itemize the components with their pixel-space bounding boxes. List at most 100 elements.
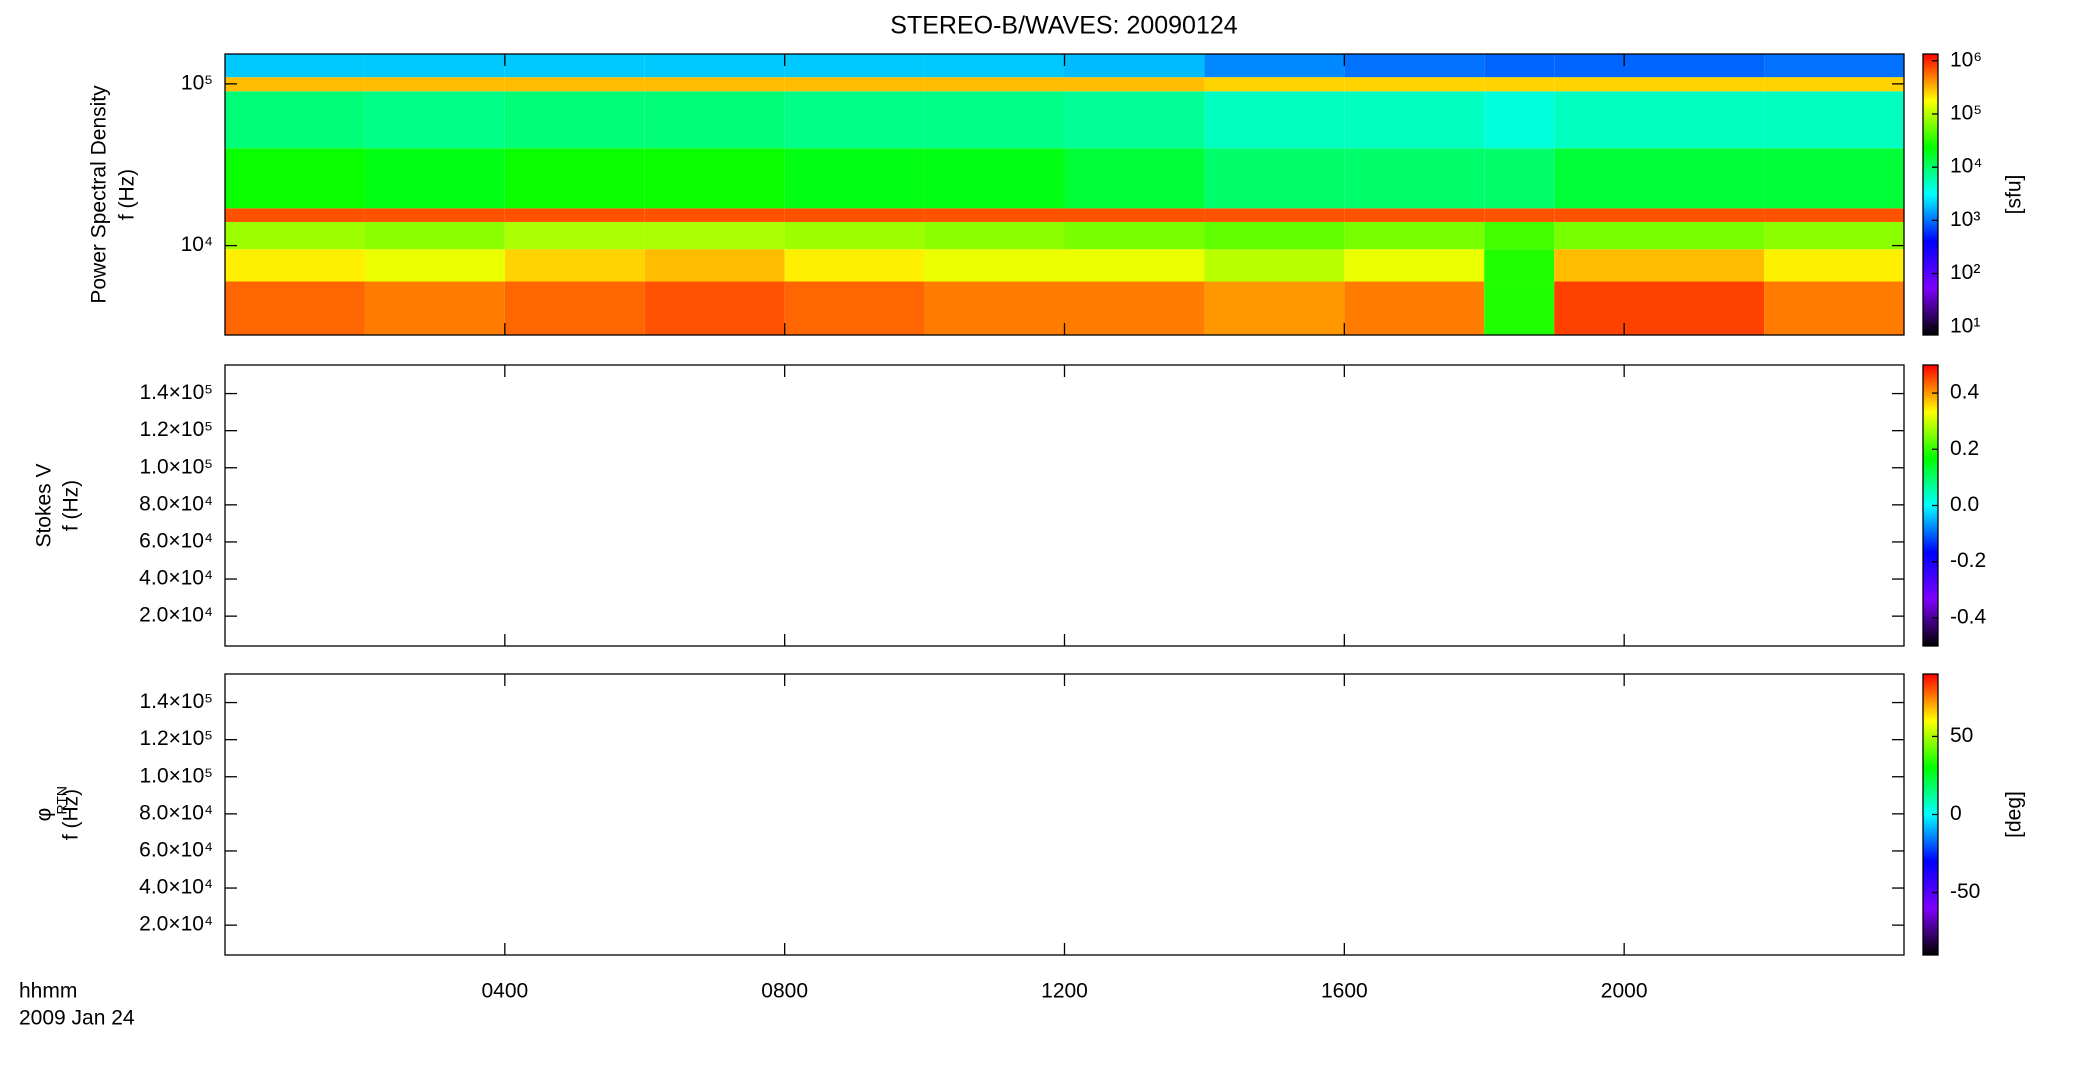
heatmap-cell [1554, 148, 1765, 209]
heatmap-cell [1064, 91, 1205, 149]
heatmap-cell [1344, 208, 1485, 222]
y-tick-label: 1.0×10⁵ [139, 764, 213, 787]
colorbar-tick-label: 10⁴ [1950, 155, 1982, 178]
colorbar-tick-label: 0.4 [1950, 381, 1980, 404]
heatmap-cell [1764, 54, 1904, 78]
heatmap-cell [924, 221, 1065, 250]
heatmap-cell [644, 148, 785, 209]
heatmap-cell [504, 148, 645, 209]
y-tick-label: 8.0×10⁴ [139, 492, 213, 515]
heatmap-cell [1344, 148, 1485, 209]
heatmap-cell [644, 54, 785, 78]
heatmap-cell [924, 249, 1065, 282]
heatmap-cell [1204, 148, 1345, 209]
heatmap-cell [784, 54, 925, 78]
heatmap-cell [644, 91, 785, 149]
colorbar-tick-label: 10⁵ [1950, 102, 1982, 125]
heatmap-cell [504, 91, 645, 149]
heatmap-cell [1344, 281, 1485, 335]
heatmap-cell [1764, 249, 1904, 282]
heatmap-cell [1204, 77, 1345, 92]
y-tick-label: 10⁴ [181, 233, 213, 256]
heatmap-cell [225, 221, 365, 250]
heatmap-cell [784, 91, 925, 149]
colorbar-tick-label: 10² [1950, 261, 1980, 284]
heatmap-cell [1484, 281, 1555, 335]
y-label: f (Hz) [60, 480, 83, 531]
plot-frame [224, 673, 1905, 956]
heatmap-cell [1064, 281, 1205, 335]
y-tick-label: 1.4×10⁵ [139, 690, 213, 713]
heatmap-cell [504, 249, 645, 282]
heatmap-cell [784, 281, 925, 335]
heatmap-cell [364, 54, 505, 78]
y-label: f (Hz) [116, 169, 139, 220]
y-label-subscript: RTN [54, 786, 70, 815]
heatmap-cell [504, 54, 645, 78]
heatmap-cell [924, 77, 1065, 92]
y-tick-label: 1.4×10⁵ [139, 381, 213, 404]
heatmap-cell [644, 249, 785, 282]
x-label: hhmm [19, 980, 77, 1003]
heatmap-cell [1484, 208, 1555, 222]
heatmap-cell [1204, 54, 1345, 78]
heatmap-cell [1204, 221, 1345, 250]
y-tick-label: 10⁵ [181, 71, 213, 94]
heatmap-cell [1064, 148, 1205, 209]
heatmap-cell [1064, 221, 1205, 250]
heatmap-cell [364, 281, 505, 335]
y-tick-label: 4.0×10⁴ [139, 567, 213, 590]
heatmap-cell [924, 91, 1065, 149]
heatmap-cell [1064, 77, 1205, 92]
heatmap-cell [504, 77, 645, 92]
heatmap-cell [225, 148, 365, 209]
heatmap-cell [1764, 221, 1904, 250]
heatmap-cell [644, 208, 785, 222]
heatmap-cell [1484, 77, 1555, 92]
y-tick-label: 4.0×10⁴ [139, 876, 213, 899]
heatmap-cell [644, 221, 785, 250]
heatmap-cell [924, 54, 1065, 78]
heatmap-cell [1554, 91, 1765, 149]
heatmap-cell [364, 208, 505, 222]
heatmap-cell [1204, 91, 1345, 149]
heatmap-cell [1344, 54, 1485, 78]
heatmap-cell [225, 281, 365, 335]
heatmap-cell [1554, 281, 1765, 335]
colorbar-tick-label: 10³ [1950, 208, 1980, 231]
y-tick-label: 2.0×10⁴ [139, 604, 213, 627]
colorbar-tick-label: 10⁶ [1950, 48, 1982, 71]
heatmap-cell [1484, 91, 1555, 149]
heatmap-cell [1554, 54, 1765, 78]
date-label: 2009 Jan 24 [19, 1007, 135, 1030]
heatmap-cell [1554, 221, 1765, 250]
colorbar-label: [deg] [2003, 791, 2026, 838]
heatmap-cell [924, 281, 1065, 335]
heatmap-cell [784, 148, 925, 209]
colorbar [1922, 53, 1939, 336]
heatmap-cell [1764, 148, 1904, 209]
heatmap-cell [1344, 77, 1485, 92]
heatmap-cell [225, 91, 365, 149]
heatmap-cell [1064, 249, 1205, 282]
heatmap-cell [784, 221, 925, 250]
colorbar-tick-label: -50 [1950, 880, 1980, 903]
heatmap-cell [364, 148, 505, 209]
colorbar-tick-label: 0.2 [1950, 437, 1979, 460]
heatmap-cell [644, 77, 785, 92]
colorbar-tick-label: 0 [1950, 802, 1962, 825]
heatmap-cell [1204, 208, 1345, 222]
heatmap-cell [1204, 281, 1345, 335]
heatmap-cell [225, 208, 365, 222]
x-tick-label: 0400 [481, 980, 528, 1003]
heatmap-cell [225, 249, 365, 282]
heatmap-cell [1344, 221, 1485, 250]
heatmap-cell [1764, 77, 1904, 92]
heatmap-cell [504, 281, 645, 335]
y-tick-label: 1.2×10⁵ [139, 727, 213, 750]
heatmap-cell [924, 148, 1065, 209]
colorbar-tick-label: -0.2 [1950, 549, 1986, 572]
y-tick-label: 1.0×10⁵ [139, 455, 213, 478]
heatmap-cell [1764, 281, 1904, 335]
